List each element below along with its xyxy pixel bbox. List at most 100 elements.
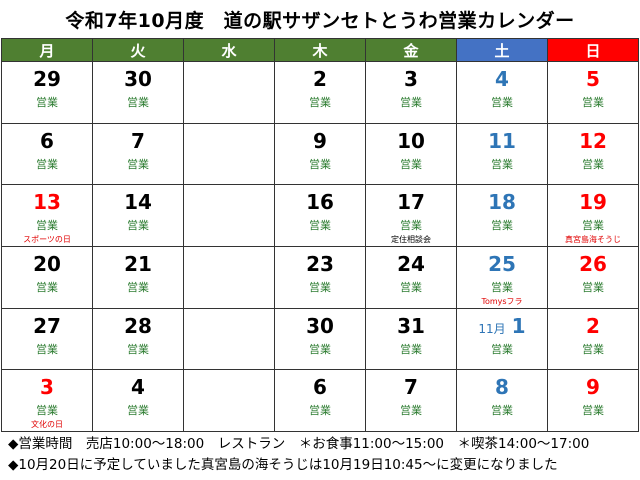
day-cell: 15 定休日 [183,184,275,247]
closed-status: 定休日 [212,96,246,109]
day-number: 24 [366,254,456,274]
month-label: 11月 [478,321,506,336]
event-note: スポーツの日 [23,234,71,244]
day-number: 5 [548,69,638,89]
day-value: 6 [40,128,54,153]
open-status: 営業 [309,342,331,356]
day-number: 2 [275,69,365,89]
day-cell: 8 定休日 [183,122,275,186]
day-value: 7 [404,375,418,400]
event-note: 真宮島海そうじ [565,234,621,244]
day-cell: 13 営業 スポーツの日 [1,184,93,247]
month-label: 10月 [205,75,233,89]
day-value: 19 [579,190,607,215]
day-number: 16 [275,192,365,212]
open-status: 営業 [400,280,422,294]
open-status: 営業 [400,96,422,109]
week-row: 27 営業 28 営業 29 定休日 30 営業 31 営業 11月 1 営業 2 営業 [1,307,639,371]
open-status: 営業 [127,404,149,418]
week-row: 3 営業 文化の日 4 営業 5 定休日 6 営業 7 営業 8 営業 9 営業 [1,369,639,432]
open-status: 営業 [127,157,149,171]
day-value: 31 [397,313,425,338]
day-value: 4 [131,375,145,400]
day-number: 25 [457,254,547,274]
day-value: 7 [131,128,145,153]
day-value: 25 [488,251,516,276]
day-number: 17 [366,192,456,212]
day-value: 22 [215,251,243,276]
closed-status: 定休日 [212,280,246,294]
weekday-thu: 木 [274,38,366,62]
open-status: 営業 [491,157,513,171]
day-value: 18 [488,190,516,215]
open-status: 営業 [582,404,604,418]
day-cell: 20 営業 [1,245,93,309]
day-number: 28 [93,316,183,336]
day-number: 23 [275,254,365,274]
day-cell: 11 営業 [456,122,548,186]
closed-status: 定休日 [212,157,246,171]
open-status: 営業 [400,342,422,356]
day-number: 31 [366,316,456,336]
day-value: 1 [511,313,526,338]
day-value: 26 [579,251,607,276]
weekday-sun: 日 [547,38,639,62]
day-value: 5 [586,67,600,91]
open-status: 営業 [127,280,149,294]
day-value: 4 [495,67,509,91]
day-cell: 5 営業 [547,61,639,124]
day-value: 2 [586,313,600,338]
open-status: 営業 [309,280,331,294]
day-cell: 21 営業 [92,245,184,309]
day-number: 15 [184,192,274,212]
day-number: 9 [548,377,638,397]
day-number: 8 [457,377,547,397]
day-cell: 24 営業 [365,245,457,309]
day-number: 30 [275,316,365,336]
calendar-table: 月 火 水 木 金 土 日 29 営業 30 営業 10月 1 定休日 2 営業 3 営業 4 営業 5 営… [1,38,639,432]
day-number: 3 [2,377,92,397]
open-status: 営業 [582,157,604,171]
day-cell: 22 定休日 [183,245,275,309]
open-status: 営業 [582,96,604,109]
open-status: 営業 [400,219,422,233]
open-status: 営業 [491,96,513,109]
day-number: 20 [2,254,92,274]
day-number: 11月 1 [457,316,547,336]
day-cell: 9 営業 [274,122,366,186]
closed-status: 定休日 [212,342,246,356]
day-number: 2 [548,316,638,336]
day-value: 15 [215,190,243,215]
day-number: 26 [548,254,638,274]
open-status: 営業 [127,96,149,109]
open-status: 営業 [400,157,422,171]
day-cell: 23 営業 [274,245,366,309]
day-cell: 7 営業 [92,122,184,186]
day-value: 1 [238,67,253,91]
closed-status: 定休日 [212,219,246,233]
day-cell: 18 営業 [456,184,548,247]
day-value: 30 [306,313,334,338]
week-row: 20 営業 21 営業 22 定休日 23 営業 24 営業 25 営業 Tomysフラ 26 営業 [1,245,639,309]
weekday-mon: 月 [1,38,93,62]
day-cell: 3 営業 文化の日 [1,369,93,432]
open-status: 営業 [36,157,58,171]
day-value: 21 [124,251,152,276]
day-number: 11 [457,131,547,151]
business-hours-note: ◆営業時間 売店10:00～18:00 レストラン ＊お食事11:00～15:0… [8,436,590,452]
day-cell: 29 営業 [1,61,93,124]
day-number: 22 [184,254,274,274]
day-value: 27 [33,313,61,338]
day-value: 13 [33,190,61,215]
day-cell: 11月 1 営業 [456,307,548,371]
day-number: 14 [93,192,183,212]
day-number: 12 [548,131,638,151]
weekday-header-row: 月 火 水 木 金 土 日 [1,38,639,62]
day-value: 8 [495,375,509,400]
open-status: 営業 [491,280,513,294]
day-cell: 7 営業 [365,369,457,432]
page-title: 令和7年10月度 道の駅サザンセトとうわ営業カレンダー [65,9,575,32]
day-cell: 9 営業 [547,369,639,432]
day-number: 30 [93,69,183,89]
weekday-wed: 水 [183,38,275,62]
